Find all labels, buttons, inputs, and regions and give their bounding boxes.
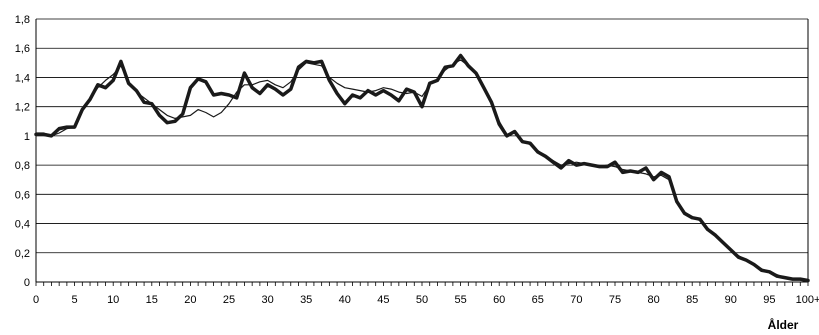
x-tick-label: 60 [493, 294, 505, 306]
y-tick-label: 1 [24, 131, 30, 143]
x-tick-label: 0 [33, 294, 39, 306]
x-tick-label: 85 [686, 294, 698, 306]
x-tick-label: 10 [107, 294, 119, 306]
x-axis-title: Ålder [768, 317, 799, 332]
y-tick-label: 1,4 [15, 72, 30, 84]
x-tick-label: 65 [532, 294, 544, 306]
x-tick-label: 55 [454, 294, 466, 306]
x-tick-label: 30 [261, 294, 273, 306]
x-tick-label: 15 [146, 294, 158, 306]
x-tick-label: 95 [763, 294, 775, 306]
x-axis-tick-labels: 0 5 10 15 20 25 30 35 40 45 50 55 60 65 70 75 80 85 90 95 10… [33, 294, 819, 306]
series-line-2 [35, 59, 809, 282]
y-tick-label: 0,8 [15, 160, 30, 172]
y-tick-label: 0 [24, 277, 30, 289]
x-tick-label: 45 [377, 294, 389, 306]
x-tick-label: 70 [570, 294, 582, 306]
x-tick-label: 20 [184, 294, 196, 306]
x-tick-label: 90 [725, 294, 737, 306]
x-tick-label: 75 [609, 294, 621, 306]
y-tick-label: 0,4 [15, 219, 30, 231]
x-tick-label: 40 [339, 294, 351, 306]
y-tick-label: 1,6 [15, 43, 30, 55]
x-tick-label: 80 [647, 294, 659, 306]
x-tick-label: 5 [72, 294, 78, 306]
y-tick-label: 1,2 [15, 102, 30, 114]
x-tick-label: 35 [300, 294, 312, 306]
x-tick-label: 50 [416, 294, 428, 306]
x-tick-label: 25 [223, 294, 235, 306]
y-tick-label: 1,8 [15, 14, 30, 26]
axes [35, 19, 809, 286]
series-line-1 [34, 53, 810, 283]
y-tick-label: 0,6 [15, 189, 30, 201]
y-axis-tick-labels: 0 0,2 0,4 0,6 0,8 1 1,2 1,4 1,6 1,8 [15, 14, 30, 289]
x-tick-label: 100+ [796, 294, 819, 306]
y-tick-label: 0,2 [15, 248, 30, 260]
data-series [34, 53, 810, 283]
